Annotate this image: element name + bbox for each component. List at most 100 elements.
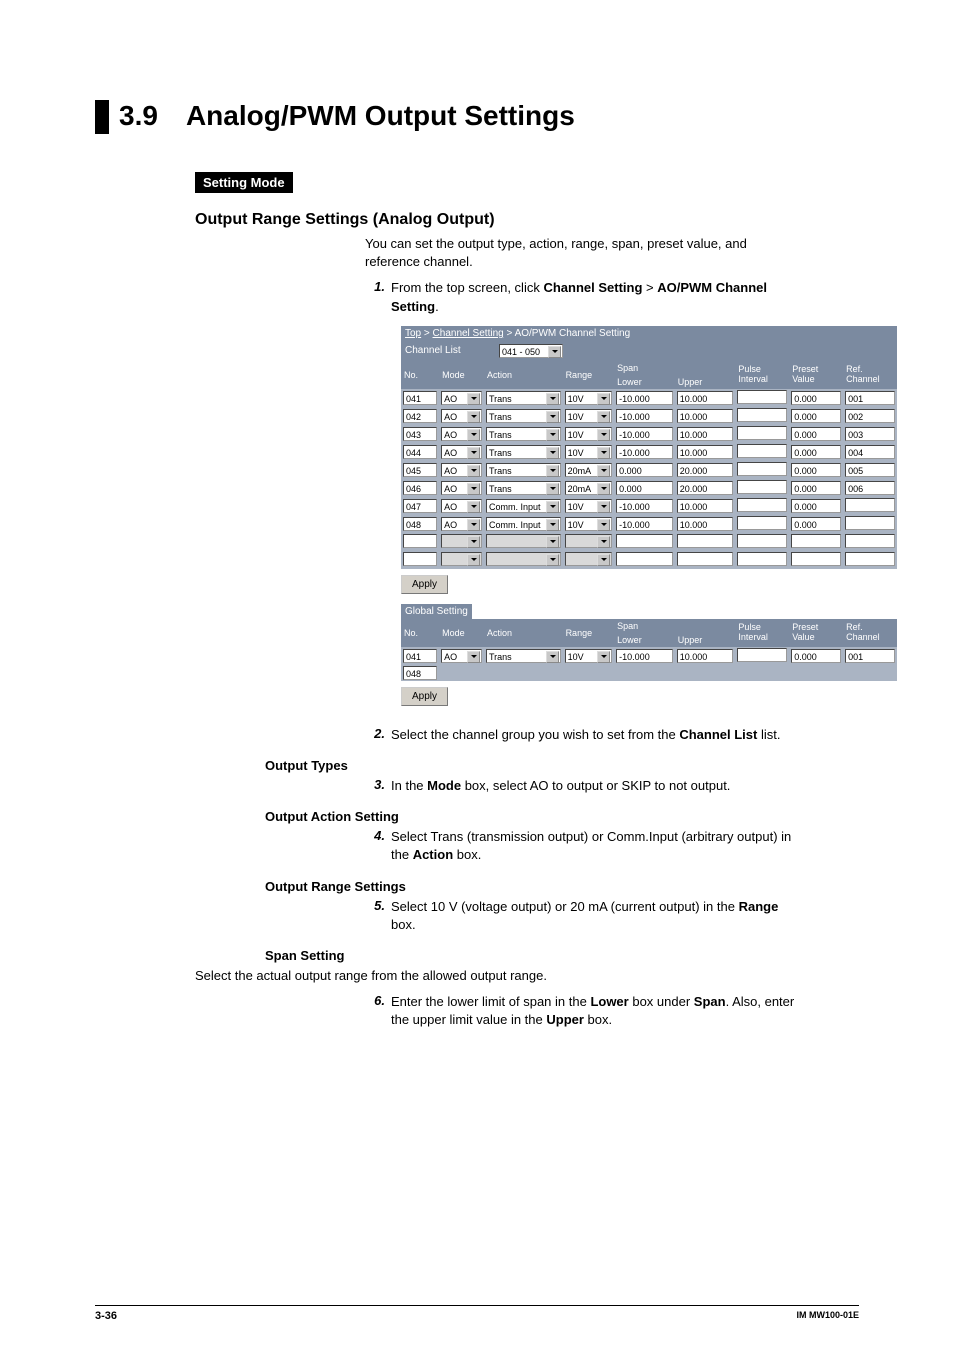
- table-cell[interactable]: [735, 407, 789, 425]
- table-cell[interactable]: [735, 497, 789, 515]
- table-cell[interactable]: [484, 551, 563, 569]
- table-cell[interactable]: -10.000: [614, 647, 675, 665]
- table-cell[interactable]: 0.000: [789, 443, 843, 461]
- table-cell[interactable]: 10V: [563, 389, 615, 407]
- table-cell[interactable]: AO: [439, 647, 484, 665]
- apply-button[interactable]: Apply: [401, 575, 448, 594]
- table-cell[interactable]: 004: [843, 443, 897, 461]
- table-cell[interactable]: 10V: [563, 425, 615, 443]
- table-cell[interactable]: [735, 515, 789, 533]
- table-cell[interactable]: AO: [439, 479, 484, 497]
- table-cell[interactable]: 10.000: [675, 647, 736, 665]
- table-cell[interactable]: 10.000: [675, 443, 736, 461]
- table-cell[interactable]: 046: [401, 479, 439, 497]
- table-cell[interactable]: [675, 533, 736, 551]
- breadcrumb-top[interactable]: Top: [405, 328, 421, 339]
- table-cell[interactable]: -10.000: [614, 497, 675, 515]
- table-cell[interactable]: 10.000: [675, 389, 736, 407]
- table-cell[interactable]: 043: [401, 425, 439, 443]
- table-cell[interactable]: [735, 551, 789, 569]
- global-apply-button[interactable]: Apply: [401, 687, 448, 706]
- table-cell[interactable]: 0.000: [614, 479, 675, 497]
- breadcrumb-channel-setting[interactable]: Channel Setting: [433, 328, 504, 339]
- table-cell[interactable]: 10.000: [675, 407, 736, 425]
- table-cell[interactable]: [401, 533, 439, 551]
- table-cell[interactable]: [735, 479, 789, 497]
- table-cell[interactable]: 0.000: [789, 425, 843, 443]
- table-cell[interactable]: Comm. Input: [484, 497, 563, 515]
- table-cell[interactable]: [563, 551, 615, 569]
- table-cell[interactable]: 0.000: [789, 407, 843, 425]
- table-cell[interactable]: AO: [439, 461, 484, 479]
- table-cell[interactable]: 045: [401, 461, 439, 479]
- table-cell[interactable]: Trans: [484, 425, 563, 443]
- table-cell[interactable]: AO: [439, 497, 484, 515]
- table-cell[interactable]: 041: [401, 389, 439, 407]
- table-cell[interactable]: 048: [401, 665, 439, 681]
- table-cell[interactable]: 10V: [563, 407, 615, 425]
- table-cell[interactable]: 048: [401, 515, 439, 533]
- table-cell[interactable]: 002: [843, 407, 897, 425]
- table-cell[interactable]: 20.000: [675, 479, 736, 497]
- table-cell[interactable]: [439, 551, 484, 569]
- table-cell[interactable]: 005: [843, 461, 897, 479]
- table-cell[interactable]: AO: [439, 443, 484, 461]
- table-cell[interactable]: 0.000: [789, 515, 843, 533]
- table-cell[interactable]: [735, 533, 789, 551]
- table-cell[interactable]: -10.000: [614, 443, 675, 461]
- table-cell[interactable]: 0.000: [789, 497, 843, 515]
- table-cell[interactable]: 10V: [563, 443, 615, 461]
- table-cell[interactable]: AO: [439, 515, 484, 533]
- table-cell[interactable]: [843, 515, 897, 533]
- table-cell[interactable]: [735, 389, 789, 407]
- channel-list-select[interactable]: 041 - 050: [499, 344, 563, 358]
- table-cell[interactable]: 20mA: [563, 479, 615, 497]
- table-cell[interactable]: 006: [843, 479, 897, 497]
- table-cell[interactable]: Trans: [484, 389, 563, 407]
- table-cell[interactable]: 20mA: [563, 461, 615, 479]
- table-cell[interactable]: [401, 551, 439, 569]
- table-cell[interactable]: 10.000: [675, 497, 736, 515]
- table-cell[interactable]: 041: [401, 647, 439, 665]
- table-cell[interactable]: 0.000: [789, 461, 843, 479]
- table-cell[interactable]: [735, 443, 789, 461]
- table-cell[interactable]: 10.000: [675, 515, 736, 533]
- table-cell[interactable]: [614, 551, 675, 569]
- table-cell[interactable]: AO: [439, 389, 484, 407]
- table-cell[interactable]: [484, 533, 563, 551]
- table-cell[interactable]: 10.000: [675, 425, 736, 443]
- table-cell[interactable]: Trans: [484, 443, 563, 461]
- table-cell[interactable]: 003: [843, 425, 897, 443]
- table-cell[interactable]: Trans: [484, 407, 563, 425]
- table-cell[interactable]: [735, 647, 789, 665]
- table-cell[interactable]: 10V: [563, 497, 615, 515]
- table-cell[interactable]: Trans: [484, 479, 563, 497]
- table-cell[interactable]: 0.000: [789, 389, 843, 407]
- table-cell[interactable]: [789, 533, 843, 551]
- table-cell[interactable]: -10.000: [614, 389, 675, 407]
- table-cell[interactable]: 044: [401, 443, 439, 461]
- table-cell[interactable]: 047: [401, 497, 439, 515]
- table-cell[interactable]: 001: [843, 647, 897, 665]
- table-cell[interactable]: [789, 551, 843, 569]
- table-cell[interactable]: 10V: [563, 647, 615, 665]
- table-cell[interactable]: 001: [843, 389, 897, 407]
- table-cell[interactable]: 0.000: [789, 647, 843, 665]
- table-cell[interactable]: 042: [401, 407, 439, 425]
- table-cell[interactable]: AO: [439, 407, 484, 425]
- table-cell[interactable]: [675, 551, 736, 569]
- table-cell[interactable]: Comm. Input: [484, 515, 563, 533]
- table-cell[interactable]: [843, 533, 897, 551]
- table-cell[interactable]: [843, 497, 897, 515]
- table-cell[interactable]: [843, 551, 897, 569]
- table-cell[interactable]: Trans: [484, 461, 563, 479]
- table-cell[interactable]: 10V: [563, 515, 615, 533]
- table-cell[interactable]: [614, 533, 675, 551]
- table-cell[interactable]: -10.000: [614, 515, 675, 533]
- table-cell[interactable]: -10.000: [614, 425, 675, 443]
- table-cell[interactable]: 20.000: [675, 461, 736, 479]
- table-cell[interactable]: 0.000: [789, 479, 843, 497]
- table-cell[interactable]: Trans: [484, 647, 563, 665]
- table-cell[interactable]: [563, 533, 615, 551]
- table-cell[interactable]: [735, 461, 789, 479]
